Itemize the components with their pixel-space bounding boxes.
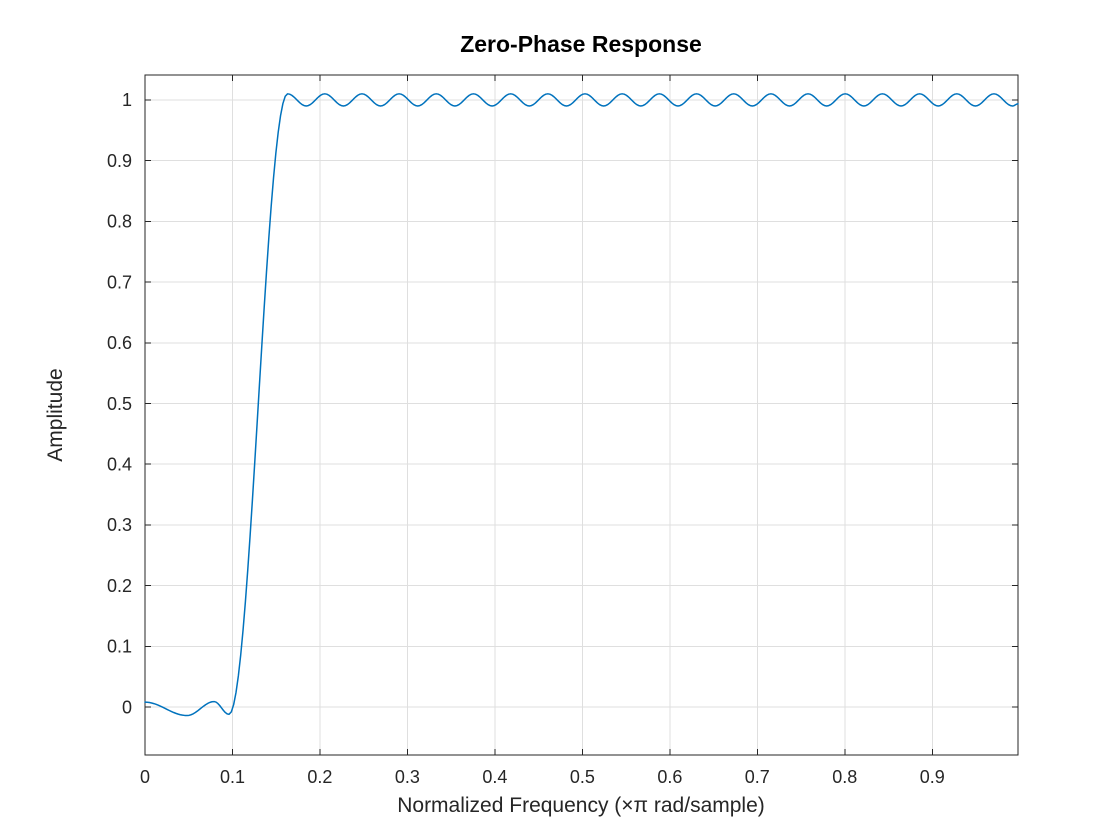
x-tick-labels: 0 0.1 0.2 0.3 0.4 0.5 0.6 0.7 0.8 0.9	[140, 767, 945, 787]
y-tick-label: 0.9	[107, 151, 132, 171]
y-tick-labels: 0 0.1 0.2 0.3 0.4 0.5 0.6 0.7 0.8 0.9 1	[107, 90, 132, 717]
x-tick-label: 0	[140, 767, 150, 787]
y-tick-label: 0.4	[107, 454, 132, 474]
x-tick-label: 0.9	[920, 767, 945, 787]
y-tick-label: 0.1	[107, 637, 132, 657]
x-axis-label: Normalized Frequency (×π rad/sample)	[397, 794, 765, 817]
y-tick-label: 0.5	[107, 394, 132, 414]
y-tick-label: 1	[122, 90, 132, 110]
x-tick-label: 0.4	[482, 767, 507, 787]
y-axis-label: Amplitude	[44, 368, 67, 461]
x-tick-label: 0.6	[657, 767, 682, 787]
x-tick-label: 0.8	[832, 767, 857, 787]
y-tick-label: 0.8	[107, 212, 132, 232]
grid-lines	[144, 75, 1018, 755]
x-tick-label: 0.3	[395, 767, 420, 787]
y-tick-label: 0.2	[107, 576, 132, 596]
chart-title: Zero-Phase Response	[460, 31, 702, 57]
x-tick-label: 0.1	[220, 767, 245, 787]
x-tick-label: 0.5	[570, 767, 595, 787]
x-tick-label: 0.7	[745, 767, 770, 787]
response-curve	[144, 93, 1019, 717]
y-tick-label: 0.6	[107, 333, 132, 353]
tick-marks	[144, 75, 1018, 755]
y-tick-label: 0.7	[107, 272, 132, 292]
y-tick-label: 0.3	[107, 515, 132, 535]
y-tick-label: 0	[122, 697, 132, 717]
x-tick-label: 0.2	[307, 767, 332, 787]
axis-box	[144, 74, 1019, 756]
